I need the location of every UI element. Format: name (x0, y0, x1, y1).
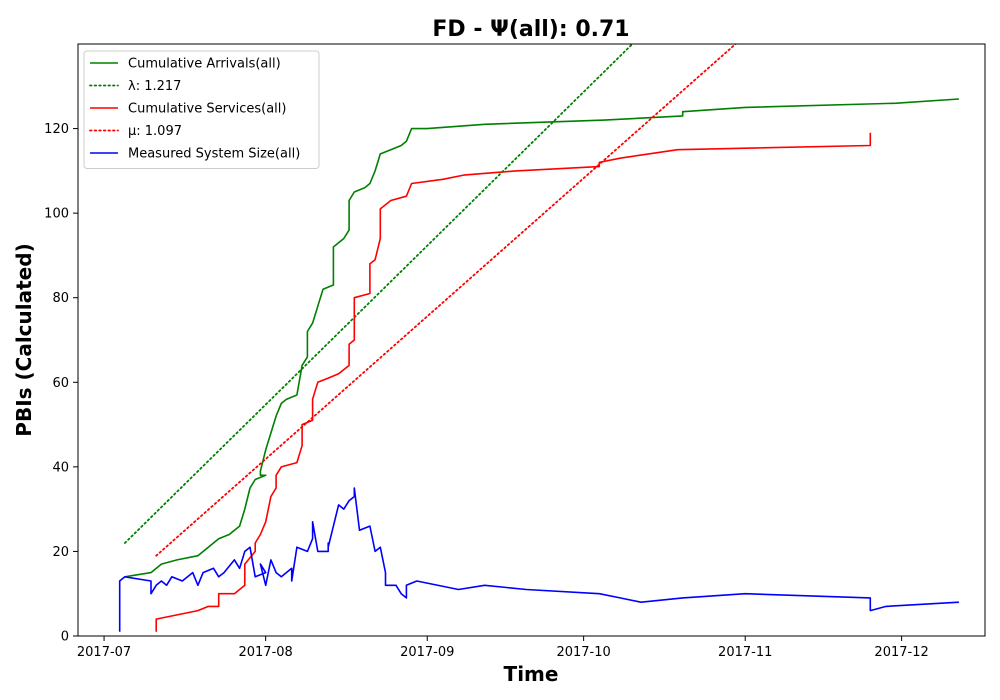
y-axis: 0 20 40 60 80 100 120 (44, 122, 78, 645)
legend-label: λ: 1.217 (128, 79, 181, 94)
x-tick-label: 2017-12 (874, 645, 928, 660)
legend-box (83, 50, 320, 169)
y-tick-label: 20 (52, 545, 69, 560)
y-tick-label: 0 (61, 630, 69, 645)
y-tick-label: 120 (44, 122, 69, 137)
y-axis-title: PBIs (Calculated) (12, 243, 36, 436)
x-tick-label: 2017-08 (238, 645, 292, 660)
x-tick-label: 2017-09 (400, 645, 454, 660)
legend-label: Cumulative Services(all) (128, 102, 286, 117)
y-tick-label: 100 (44, 207, 69, 222)
series-line-0 (124, 98, 959, 578)
legend-label: Measured System Size(all) (128, 147, 300, 162)
legend-label: Cumulative Arrivals(all) (128, 57, 281, 72)
plot-area: 2017-07 2017-08 2017-09 2017-10 2017-11 2017-… (44, 43, 986, 660)
x-tick-label: 2017-10 (556, 645, 610, 660)
x-axis: 2017-07 2017-08 2017-09 2017-10 2017-11 2017-… (77, 636, 929, 660)
legend-label: μ: 1.097 (128, 124, 182, 139)
x-tick-label: 2017-07 (77, 645, 131, 660)
series-line-2 (155, 132, 872, 632)
y-tick-label: 40 (52, 460, 69, 475)
chart-title: FD - Ψ(all): 0.71 (432, 17, 629, 42)
series-line-1 (124, 44, 634, 544)
plot-frame (77, 43, 986, 637)
y-tick-label: 80 (52, 291, 69, 306)
x-tick-label: 2017-11 (718, 645, 772, 660)
series-line-3 (155, 44, 737, 557)
legend: Cumulative Arrivals(all) λ: 1.217 Cumulati… (83, 50, 320, 169)
series-line-4 (118, 487, 959, 632)
series-layer (118, 44, 959, 632)
y-tick-label: 60 (52, 376, 69, 391)
x-axis-title: Time (504, 662, 559, 686)
